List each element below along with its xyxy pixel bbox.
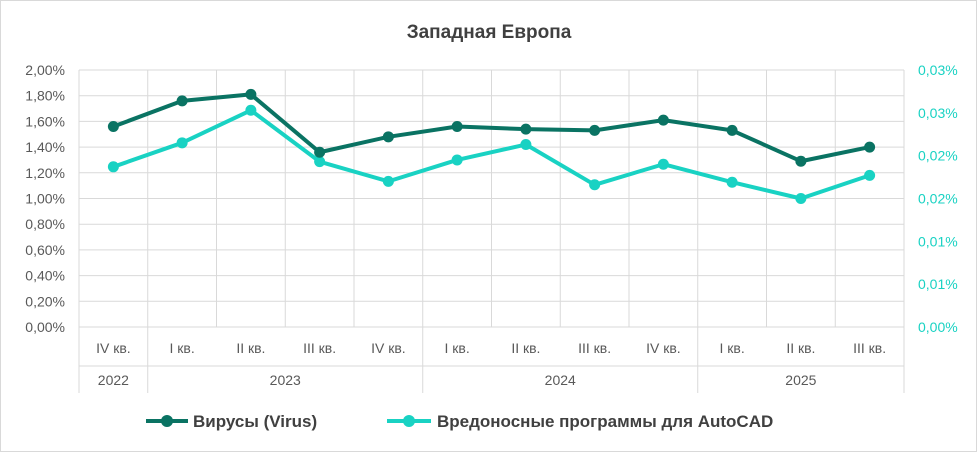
data-point-autocad xyxy=(451,154,463,166)
right-tick-label: 0,01% xyxy=(918,233,958,249)
data-point-virus xyxy=(520,123,532,135)
x-category-label: III кв. xyxy=(853,340,886,356)
left-tick-label: 0,00% xyxy=(25,319,65,335)
x-category-label: I кв. xyxy=(445,340,470,356)
left-y-axis: 0,00% 0,20% 0,40% 0,60% 0,80% 1,00% 1,20% 1,40%… xyxy=(25,62,65,335)
legend: Вирусы (Virus) Вредоносные программы для… xyxy=(146,412,773,431)
x-year-label: 2025 xyxy=(785,372,816,388)
data-point-virus xyxy=(314,146,326,158)
left-tick-label: 1,20% xyxy=(25,165,65,181)
data-point-autocad xyxy=(726,176,738,188)
left-tick-label: 0,40% xyxy=(25,268,65,284)
legend-label-autocad: Вредоносные программы для AutoCAD xyxy=(437,412,773,431)
legend-marker-dot-virus xyxy=(161,415,173,427)
series-line-virus xyxy=(111,92,872,164)
series-layer xyxy=(107,88,876,204)
left-tick-label: 1,40% xyxy=(25,139,65,155)
data-point-virus xyxy=(726,124,738,136)
data-point-autocad xyxy=(520,139,532,151)
data-point-virus xyxy=(451,121,463,133)
data-point-autocad xyxy=(176,137,188,149)
x-category-label: III кв. xyxy=(303,340,336,356)
right-y-axis: 0,00% 0,01% 0,01% 0,02% 0,02% 0,03% 0,03% xyxy=(918,62,958,335)
data-point-autocad xyxy=(382,175,394,187)
x-axis: IV кв. I кв. II кв. III кв. IV кв. I кв. II кв… xyxy=(78,326,905,393)
x-year-label: 2023 xyxy=(270,372,301,388)
legend-item-virus: Вирусы (Virus) xyxy=(146,412,317,431)
legend-marker-dot-autocad xyxy=(403,415,415,427)
data-point-autocad xyxy=(657,158,669,170)
right-tick-label: 0,02% xyxy=(918,191,958,207)
right-tick-label: 0,03% xyxy=(918,62,958,78)
left-tick-label: 1,00% xyxy=(25,191,65,207)
x-category-label: I кв. xyxy=(170,340,195,356)
data-point-virus xyxy=(107,121,119,133)
data-point-virus xyxy=(864,141,876,153)
data-point-virus xyxy=(245,88,257,100)
data-point-virus xyxy=(589,124,601,136)
right-tick-label: 0,01% xyxy=(918,276,958,292)
left-tick-label: 1,80% xyxy=(25,88,65,104)
x-year-label: 2022 xyxy=(98,372,129,388)
x-category-label: IV кв. xyxy=(646,340,681,356)
data-point-autocad xyxy=(864,169,876,181)
x-category-label: II кв. xyxy=(511,340,540,356)
data-point-autocad xyxy=(589,179,601,191)
data-point-autocad xyxy=(107,161,119,173)
x-category-label: II кв. xyxy=(786,340,815,356)
x-category-label: I кв. xyxy=(720,340,745,356)
x-year-label: 2024 xyxy=(545,372,576,388)
x-category-label: II кв. xyxy=(236,340,265,356)
left-tick-label: 0,80% xyxy=(25,216,65,232)
left-tick-label: 1,60% xyxy=(25,113,65,129)
data-point-virus xyxy=(382,131,394,143)
left-tick-label: 0,20% xyxy=(25,293,65,309)
left-tick-label: 2,00% xyxy=(25,62,65,78)
data-point-autocad xyxy=(795,193,807,204)
data-point-autocad xyxy=(245,104,257,116)
data-point-virus xyxy=(657,114,669,126)
gridlines xyxy=(78,69,905,328)
chart-title: Западная Европа xyxy=(407,22,572,43)
legend-item-autocad: Вредоносные программы для AutoCAD xyxy=(387,412,773,431)
x-category-label: III кв. xyxy=(578,340,611,356)
right-tick-label: 0,03% xyxy=(918,105,958,121)
data-point-virus xyxy=(176,95,188,107)
data-point-virus xyxy=(795,155,807,167)
x-category-label: IV кв. xyxy=(371,340,406,356)
series-line-autocad xyxy=(111,108,872,201)
x-category-label: IV кв. xyxy=(96,340,131,356)
right-tick-label: 0,02% xyxy=(918,148,958,164)
data-point-autocad xyxy=(314,156,326,168)
left-tick-label: 0,60% xyxy=(25,242,65,258)
right-tick-label: 0,00% xyxy=(918,319,958,335)
legend-label-virus: Вирусы (Virus) xyxy=(193,412,317,431)
